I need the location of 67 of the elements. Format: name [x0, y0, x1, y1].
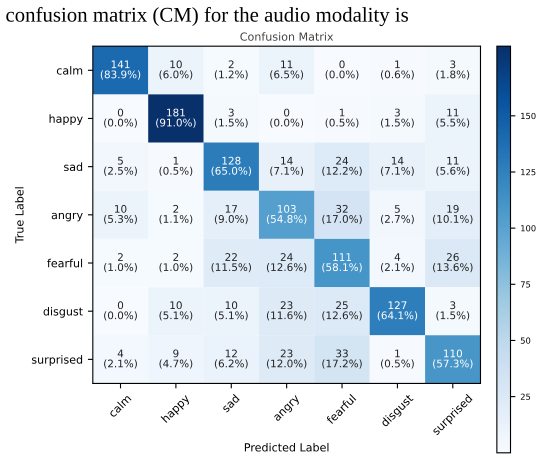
data-label: 19 (10.1%)	[433, 204, 473, 224]
data-label: 22 (11.5%)	[212, 253, 251, 272]
chart-title: Confusion Matrix	[240, 32, 334, 41]
data-label: 4 (2.1%)	[104, 350, 137, 369]
y-tick-label: calm	[56, 66, 82, 75]
data-label: 3 (1.5%)	[381, 108, 414, 128]
data-label: 5 (2.5%)	[104, 156, 137, 176]
data-label: 0 (0.0%)	[104, 108, 137, 128]
y-tick-label: disgust	[44, 306, 83, 318]
data-label: 25 (12.6%)	[322, 301, 362, 320]
color-bar-label: 100	[521, 225, 536, 232]
data-label: 24 (12.6%)	[266, 253, 306, 272]
color-bar-label: 125	[521, 168, 536, 176]
data-label: 10 (5.1%)	[159, 301, 192, 320]
text: confusion matrix (CM) for the audio modality is	[6, 6, 408, 26]
y-tick-label: happy	[50, 114, 83, 125]
y-tick-label: surprised	[32, 355, 82, 366]
data-label: 26 (13.6%)	[433, 253, 473, 272]
data-label: 2 (1.2%)	[214, 60, 248, 80]
color-bar-label: 25	[520, 394, 530, 400]
data-label: 11 (5.6%)	[436, 156, 470, 176]
x-tick-label: sad	[220, 394, 240, 413]
data-label: 23 (12.0%)	[266, 349, 306, 369]
data-label: 12 (6.2%)	[214, 349, 248, 369]
data-label: 4 (2.1%)	[381, 253, 414, 272]
data-label: 127 (64.1%)	[378, 301, 418, 320]
data-label: 0 (0.0%)	[104, 301, 137, 320]
y-axis-title: True Label	[15, 187, 24, 244]
data-label: 11 (6.5%)	[270, 60, 304, 80]
data-label: 14 (7.1%)	[270, 156, 304, 176]
color-bar-label: 50	[520, 337, 530, 344]
data-label: 111 (58.1%)	[322, 253, 362, 272]
data-label: 1 (0.5%)	[381, 350, 414, 369]
data-label: 5 (2.7%)	[381, 205, 414, 224]
data-label: 11 (5.5%)	[436, 108, 470, 128]
data-label: 24 (12.2%)	[322, 156, 362, 176]
data-label: 0 (0.0%)	[270, 108, 304, 128]
data-label: 0 (0.0%)	[326, 60, 358, 80]
data-label: 1 (0.5%)	[159, 156, 192, 176]
data-label: 141 (83.9%)	[100, 60, 140, 80]
data-label: 33 (17.2%)	[322, 349, 362, 369]
data-label: 32 (17.0%)	[322, 204, 362, 224]
data-label: 10 (6.0%)	[159, 60, 192, 80]
y-tick-label: fearful	[47, 258, 82, 268]
data-label: 128 (65.0%)	[212, 156, 251, 176]
x-axis-title: Predicted Label	[244, 442, 328, 452]
y-tick-label: angry	[52, 212, 83, 222]
data-label: 1 (0.5%)	[326, 108, 358, 128]
data-label: 2 (1.1%)	[159, 204, 192, 224]
data-label: 2 (1.0%)	[104, 253, 137, 272]
data-label: 9 (4.7%)	[159, 349, 192, 369]
data-label: 3 (1.5%)	[214, 108, 248, 128]
data-label: 14 (7.1%)	[381, 156, 414, 176]
color-bar-label: 150	[521, 112, 536, 120]
data-label: 10 (5.3%)	[104, 204, 137, 224]
data-label: 17 (9.0%)	[214, 205, 248, 224]
data-label: 181 (91.0%)	[156, 108, 196, 128]
data-label: 10 (5.1%)	[214, 301, 248, 320]
data-label: 103 (54.8%)	[266, 204, 306, 224]
data-label: 2 (1.0%)	[159, 253, 192, 272]
data-label: 23 (11.6%)	[266, 301, 306, 320]
data-label: 1 (0.6%)	[381, 60, 414, 80]
color-bar-label: 75	[520, 281, 530, 288]
y-tick-label: sad	[64, 162, 82, 172]
data-label: 3 (1.5%)	[436, 301, 470, 320]
data-label: 3 (1.8%)	[436, 60, 470, 80]
data-label: 110 (57.3%)	[433, 349, 473, 369]
